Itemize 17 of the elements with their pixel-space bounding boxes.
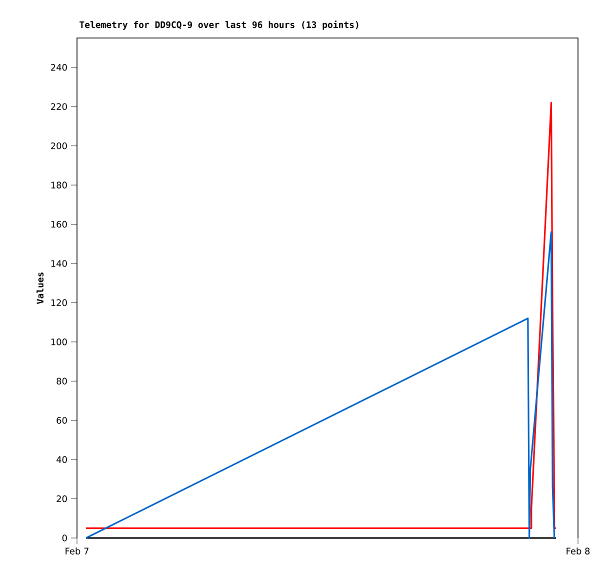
y-tick-label: 60 <box>56 416 67 424</box>
y-tick-label: 140 <box>51 260 67 267</box>
x-tick-label: Feb 8 <box>566 548 590 554</box>
y-tick-label: 180 <box>51 182 67 188</box>
chart-title: Telemetry for DD9CQ-9 over last 96 hours (13 points) <box>80 20 358 30</box>
y-tick-label: 100 <box>51 338 67 346</box>
y-tick-label: 200 <box>51 142 67 150</box>
x-tick-label: Feb 7 <box>66 548 88 554</box>
y-tick-label: 40 <box>56 456 67 463</box>
y-axis-title: Values <box>36 272 44 304</box>
y-tick-label: 120 <box>51 299 67 306</box>
y-tick-label: 240 <box>51 64 67 71</box>
y-tick-label: 220 <box>51 103 67 110</box>
y-tick-label: 20 <box>56 495 67 502</box>
y-tick-label: 160 <box>51 220 67 228</box>
y-tick-label: 80 <box>56 378 67 385</box>
y-tick-label: 0 <box>62 534 67 542</box>
